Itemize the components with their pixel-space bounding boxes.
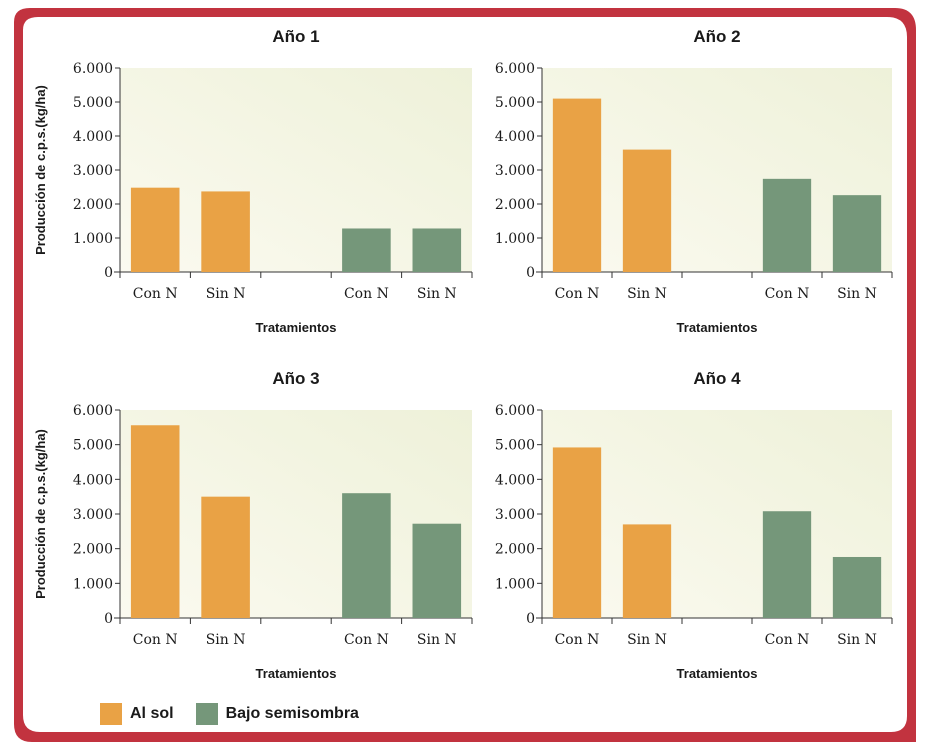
x-tick-label: Sin N [417, 632, 457, 648]
legend-item-al-sol: Al sol [100, 703, 174, 725]
x-tick-label: Sin N [837, 632, 877, 648]
y-tick-label: 5.000 [73, 438, 113, 454]
legend-label-al-sol: Al sol [130, 705, 174, 722]
x-tick-label: Con N [344, 286, 389, 302]
bar-bajo-semisombra-con-n [762, 511, 812, 618]
x-tick-label: Con N [344, 632, 389, 648]
x-tick-label: Sin N [206, 286, 246, 302]
chart-2: Año 2 0 1.000 2.000 3.000 4.000 5.000 6.000 Con … [495, 27, 893, 335]
bar-al-sol-con-n [130, 425, 180, 618]
chart-3: Año 3 0 1.000 2.000 3.000 4.000 5.000 6.000 Con … [33, 369, 473, 681]
y-tick-label: 2.000 [495, 197, 535, 213]
x-tick-label: Con N [133, 632, 178, 648]
y-tick-label: 4.000 [73, 129, 113, 145]
bar-al-sol-con-n [552, 447, 602, 618]
x-tick-label: Sin N [627, 286, 667, 302]
x-tick-label: Con N [765, 286, 810, 302]
x-tick-label: Sin N [627, 632, 667, 648]
legend-item-bajo-semisombra: Bajo semisombra [195, 703, 359, 725]
y-tick-label: 4.000 [73, 472, 113, 488]
bar-bajo-semisombra-sin-n [412, 228, 462, 272]
bar-al-sol-sin-n [201, 191, 250, 272]
y-tick-label: 3.000 [495, 163, 535, 179]
y-axis-label: Producción de c.p.s.(kg/ha) [33, 85, 48, 255]
legend: Al sol Bajo semisombra [100, 702, 381, 726]
y-tick-label: 5.000 [495, 438, 535, 454]
y-tick-label: 1.000 [495, 231, 535, 247]
y-tick-label: 5.000 [495, 95, 535, 111]
bar-al-sol-sin-n [622, 149, 672, 272]
bar-al-sol-sin-n [201, 496, 250, 618]
bar-bajo-semisombra-con-n [342, 228, 391, 272]
y-tick-label: 2.000 [73, 542, 113, 558]
legend-label-bajo-semisombra: Bajo semisombra [225, 705, 359, 722]
chart-title: Año 3 [272, 369, 319, 388]
y-tick-label: 3.000 [73, 163, 113, 179]
legend-swatch-al-sol [100, 703, 122, 725]
chart-4: Año 4 0 1.000 2.000 3.000 4.000 5.000 6.000 Con … [495, 369, 893, 681]
y-tick-label: 6.000 [495, 61, 535, 77]
y-tick-label: 0 [526, 265, 535, 281]
y-tick-label: 0 [526, 611, 535, 627]
chart-title: Año 1 [272, 27, 319, 46]
y-tick-label: 2.000 [73, 197, 113, 213]
bar-bajo-semisombra-sin-n [412, 523, 462, 618]
chart-title: Año 4 [693, 369, 741, 388]
legend-swatch-bajo-semisombra [195, 703, 218, 725]
y-axis-label: Producción de c.p.s.(kg/ha) [33, 429, 48, 599]
y-tick-label: 0 [104, 611, 113, 627]
bar-bajo-semisombra-con-n [342, 493, 391, 618]
x-tick-label: Sin N [417, 286, 457, 302]
y-tick-label: 0 [104, 265, 113, 281]
y-tick-label: 1.000 [495, 576, 535, 592]
x-axis-label: Tratamientos [677, 666, 758, 681]
bar-bajo-semisombra-con-n [762, 178, 812, 272]
x-tick-label: Con N [555, 286, 600, 302]
y-tick-label: 1.000 [73, 231, 113, 247]
bar-al-sol-con-n [552, 98, 602, 272]
x-axis-label: Tratamientos [677, 320, 758, 335]
y-tick-label: 2.000 [495, 542, 535, 558]
bar-al-sol-con-n [130, 187, 180, 272]
chart-title: Año 2 [693, 27, 740, 46]
y-tick-label: 5.000 [73, 95, 113, 111]
x-axis-label: Tratamientos [256, 320, 337, 335]
y-tick-label: 6.000 [73, 403, 113, 419]
x-tick-label: Con N [133, 286, 178, 302]
chart-1: Año 1 0 1.000 2.000 3.000 4.000 5.000 6.000 Con … [33, 27, 473, 335]
y-tick-label: 1.000 [73, 576, 113, 592]
y-tick-label: 3.000 [495, 507, 535, 523]
bar-bajo-semisombra-sin-n [832, 195, 882, 272]
y-tick-label: 6.000 [495, 403, 535, 419]
x-tick-label: Sin N [837, 286, 877, 302]
y-tick-label: 3.000 [73, 507, 113, 523]
x-axis-label: Tratamientos [256, 666, 337, 681]
y-tick-label: 6.000 [73, 61, 113, 77]
y-tick-label: 4.000 [495, 129, 535, 145]
x-tick-label: Con N [555, 632, 600, 648]
x-tick-label: Sin N [206, 632, 246, 648]
x-tick-label: Con N [765, 632, 810, 648]
y-tick-label: 4.000 [495, 472, 535, 488]
bar-al-sol-sin-n [622, 524, 672, 618]
bar-bajo-semisombra-sin-n [832, 556, 882, 618]
